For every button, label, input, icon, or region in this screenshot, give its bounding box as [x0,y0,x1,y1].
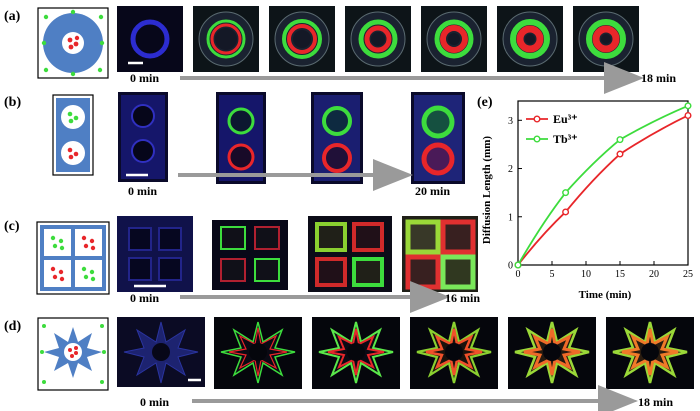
data-point-0 [616,150,624,158]
series-line-0 [517,114,689,266]
legend-label-1: Tb³⁺ [553,132,578,146]
panel-b-photo-0 [118,92,168,182]
panel-a-photo-4 [421,6,487,72]
x-axis-label: Time (min) [579,289,632,301]
panel-d-photo-3 [410,317,498,389]
panel-b-end-time: 20 min [415,184,450,198]
panel-a-label: (a) [4,9,21,24]
x-tick-label: 5 [550,269,555,280]
panel-a-end-time: 18 min [641,71,676,85]
data-point-1 [514,261,522,269]
data-point-0 [684,111,692,119]
panel-b-schematic [52,94,94,176]
panel-e-chart: (e) Diffusion Length (mm) Time (min) 0 5 1… [477,95,693,301]
panel-d-label: (d) [4,319,21,334]
panel-d-photo-4 [508,317,596,389]
plot-frame [517,100,689,266]
panel-a-photo-3 [345,6,411,72]
panel-a-photo-5 [497,6,563,72]
panel-b-start-time: 0 min [128,184,157,198]
panel-e-label: (e) [477,95,493,110]
panel-b-photo-1 [216,92,266,184]
panel-a-photo-0 [117,6,183,72]
panel-a-photo-6 [573,6,639,72]
panel-d-start-time: 0 min [140,395,169,409]
legend-marker-1 [533,135,541,143]
panel-d-photo-0 [117,317,205,387]
panel-c-photo-0 [117,216,193,292]
chart-legend: Eu³⁺ Tb³⁺ [526,112,578,146]
y-tick-label: 3 [508,116,513,127]
y-axis-label: Diffusion Length (mm) [481,136,493,245]
x-tick-label: 25 [683,269,693,280]
x-tick-label: 0 [516,269,521,280]
panel-c-end-time: 16 min [445,291,480,305]
data-point-1 [616,136,624,144]
data-point-1 [684,102,692,110]
panel-c-schematic [36,221,110,295]
legend-label-0: Eu³⁺ [553,112,578,126]
panel-b-label: (b) [4,95,21,110]
panel-a-schematic [37,7,109,79]
data-point-0 [562,208,570,216]
panel-a-start-time: 0 min [130,71,159,85]
panel-d-photo-2 [312,317,400,389]
chart-series [514,102,692,269]
panel-a-photo-2 [269,6,335,72]
panel-b-photo-3 [411,92,465,184]
panel-d-photo-5 [606,317,694,389]
panel-b-photo-2 [311,92,363,184]
series-line-1 [517,104,689,266]
legend-marker-0 [533,115,541,123]
panel-a-photo-1 [193,6,259,72]
panel-d: (d) [4,317,694,411]
panel-a: (a) [4,6,676,94]
x-tick-label: 15 [615,269,625,280]
panel-b: (b) [4,92,465,198]
panel-c-start-time: 0 min [130,291,159,305]
y-tick-label: 1 [508,212,513,223]
y-tick-label: 2 [508,164,513,175]
panel-d-end-time: 18 min [638,395,673,409]
y-tick-label: 0 [508,261,513,272]
x-tick-label: 10 [581,269,591,280]
panel-d-photo-1 [214,317,302,389]
panel-c-label: (c) [4,219,20,234]
data-point-1 [562,189,570,197]
panel-c-photo-1 [212,220,288,290]
panel-c: (c) [4,216,480,313]
panel-c-photo-3 [402,216,478,292]
panel-d-schematic [37,317,109,391]
panel-c-photo-2 [308,216,392,292]
x-tick-label: 20 [649,269,659,280]
